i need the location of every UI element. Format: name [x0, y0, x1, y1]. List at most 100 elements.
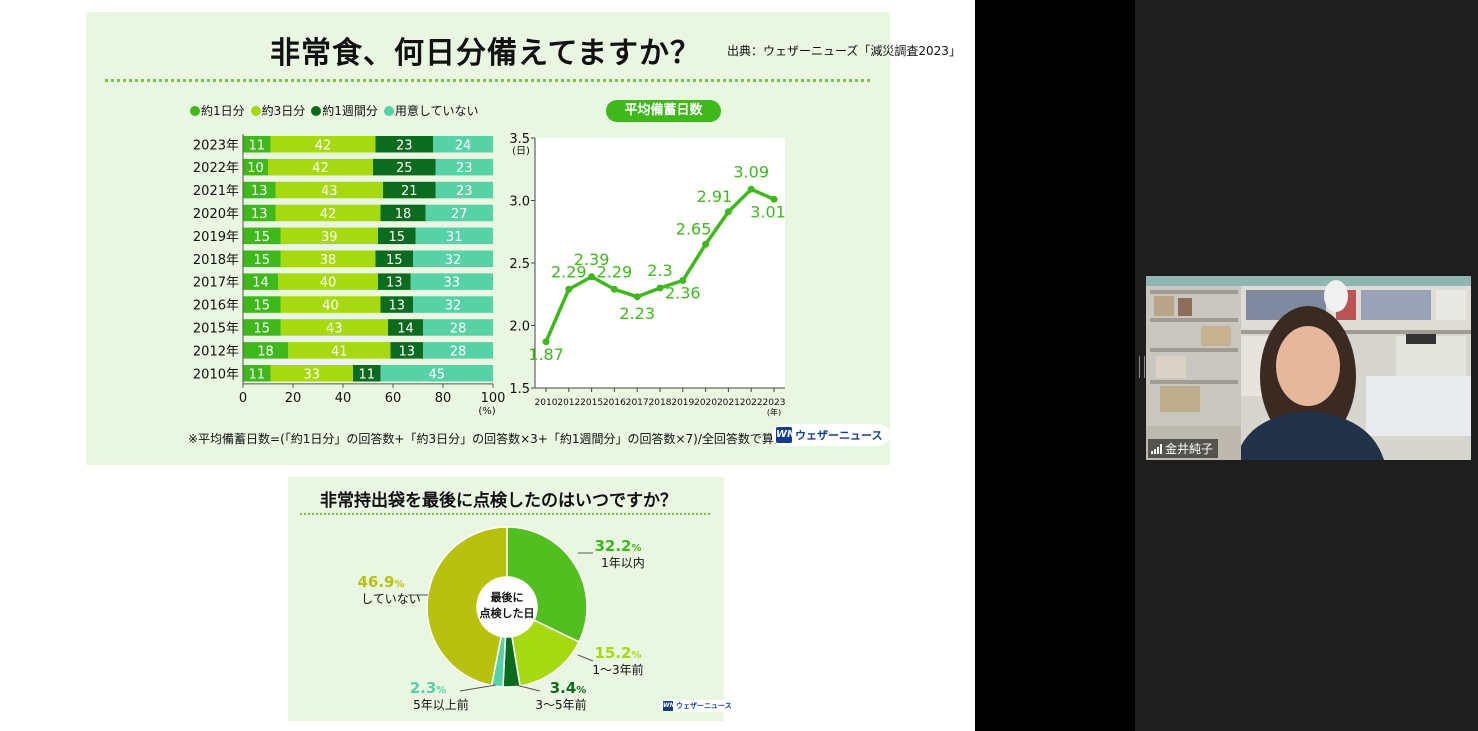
bar-segment [373, 158, 436, 176]
slice-percent-label: 46.9% [357, 573, 404, 591]
bar-category-label: 2010年 [193, 367, 239, 382]
point-value-label: 3.01 [750, 202, 786, 221]
bar-segment [380, 296, 413, 313]
participant-video-tile[interactable]: 金井純子 [1146, 276, 1471, 460]
point-value-label: 2.29 [551, 262, 587, 281]
bar-value-label: 28 [450, 344, 467, 359]
slice-percent-label: 2.3% [410, 679, 447, 697]
bar-value-label: 15 [253, 230, 270, 245]
x-unit-label: (年) [767, 407, 781, 417]
y-unit-label: (日) [512, 146, 530, 157]
footnote: ※平均備蓄日数=(「約1日分」の回答数+「約3日分」の回答数×3+「約1週間分」… [188, 432, 786, 446]
x-tick-label: 2015 [580, 398, 603, 408]
legend-label: 用意していない [394, 104, 479, 118]
video-feed-image [1146, 276, 1471, 460]
leader-line [577, 654, 594, 662]
bar-value-label: 39 [321, 230, 338, 245]
bar-category-label: 2020年 [193, 207, 239, 222]
bar-value-label: 43 [326, 321, 343, 336]
donut-hole [477, 577, 537, 637]
bar-value-label: 33 [303, 367, 320, 382]
bar-category-label: 2023年 [193, 138, 239, 153]
point-value-label: 2.39 [574, 250, 610, 269]
bar-value-label: 14 [252, 276, 269, 291]
series-point [770, 195, 778, 203]
series-point [679, 277, 687, 284]
series-point [633, 293, 641, 301]
point-value-label: 2.91 [697, 187, 733, 206]
point-value-label: 2.23 [619, 304, 655, 323]
dotted-divider [105, 79, 870, 82]
bar-value-label: 23 [396, 138, 413, 153]
bar-value-label: 42 [320, 207, 337, 222]
weathernews-logo: WN ウェザーニュース [772, 424, 891, 446]
bar-value-label: 40 [320, 276, 337, 291]
slice-category-label: 5年以上前 [413, 697, 469, 712]
weathernews-mark-icon: WN [663, 701, 675, 711]
point-value-label: 2.65 [676, 219, 712, 238]
x-tick-label: 2017 [626, 398, 649, 408]
bar-value-label: 15 [386, 253, 403, 268]
x-tick-label: 2016 [603, 398, 626, 408]
y-tick-label: 3.5 [509, 132, 530, 147]
donut-center-label: 点検した日 [480, 606, 535, 620]
y-tick-label: 1.5 [509, 382, 530, 397]
bar-segment [353, 365, 381, 382]
x-unit-label: (%) [478, 406, 495, 417]
slice-category-label: 1年以内 [601, 556, 645, 570]
donut-center-label: 最後に [491, 590, 524, 604]
x-tick-label: 2012 [557, 398, 580, 408]
average-days-title: 平均備蓄日数 [606, 100, 721, 122]
x-tick-label: 20 [285, 391, 302, 406]
bar-value-label: 15 [253, 299, 270, 314]
legend-dot-icon [250, 105, 261, 116]
x-tick-label: 2019 [671, 398, 694, 408]
bar-value-label: 31 [446, 230, 463, 245]
legend-label: 約1週間分 [322, 104, 378, 118]
x-tick-label: 2010 [535, 398, 558, 408]
bar-segment [375, 136, 433, 153]
bar-segment [435, 181, 493, 199]
screen-share-margin [975, 0, 1135, 731]
bar-segment [413, 296, 493, 313]
series-point [610, 285, 618, 293]
bar-category-label: 2018年 [193, 253, 239, 268]
point-value-label: 2.29 [597, 262, 633, 281]
bar-category-label: 2022年 [193, 161, 239, 176]
slice-percent-label: 15.2% [594, 644, 641, 662]
bar-segment [388, 319, 423, 336]
bar-segment [275, 181, 383, 199]
legend-item: 約1週間分 [311, 102, 378, 119]
bar-value-label: 10 [247, 161, 264, 176]
x-tick-label: 2023 [763, 398, 786, 408]
x-tick-label: 2020 [694, 398, 717, 408]
bar-segment [243, 227, 281, 245]
bar-value-label: 32 [445, 299, 462, 314]
bar-category-label: 2019年 [193, 230, 239, 245]
legend-item: 用意していない [383, 102, 479, 119]
bar-segment [280, 296, 381, 313]
bar-segment [280, 227, 378, 245]
bar-segment [288, 342, 391, 359]
point-value-label: 3.09 [733, 162, 769, 181]
bar-value-label: 13 [386, 276, 403, 291]
panel-resize-handle[interactable] [1139, 356, 1145, 378]
point-value-label: 2.3 [647, 261, 672, 280]
bar-segment [280, 250, 376, 267]
bar-value-label: 32 [445, 253, 462, 268]
bar-segment [380, 204, 426, 222]
y-tick-label: 3.0 [509, 195, 530, 210]
bar-value-label: 33 [443, 276, 460, 291]
point-value-label: 2.36 [665, 284, 701, 303]
series-point [656, 284, 664, 292]
bar-category-label: 2017年 [193, 276, 239, 291]
slice-category-label: 3～5年前 [535, 697, 586, 712]
x-tick-label: 2018 [649, 398, 672, 408]
bar-value-label: 14 [397, 321, 414, 336]
bar-value-label: 41 [331, 344, 348, 359]
bar-value-label: 13 [388, 299, 405, 314]
legend-item: 約1日分 [190, 102, 245, 119]
signal-strength-icon [1151, 443, 1162, 454]
legend-item: 約3日分 [250, 102, 305, 119]
